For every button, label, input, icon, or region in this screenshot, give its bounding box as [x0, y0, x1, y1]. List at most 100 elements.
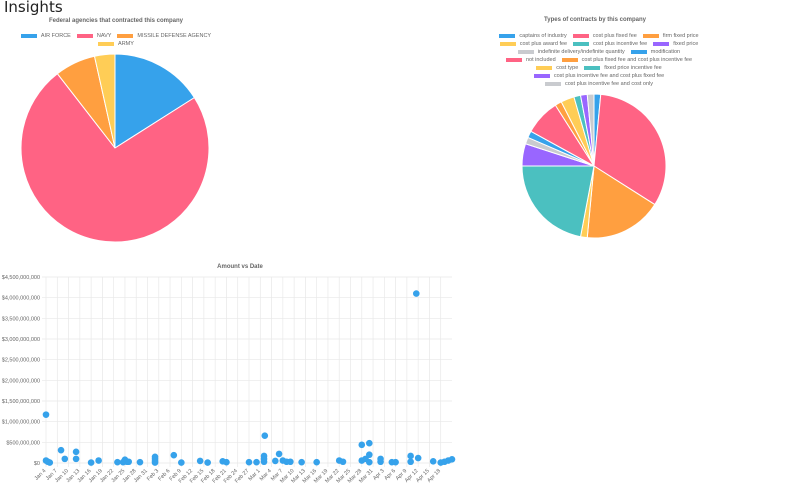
contract-types-legend-item[interactable]: not included — [505, 57, 556, 63]
data-point[interactable] — [261, 432, 269, 440]
data-point[interactable] — [223, 458, 230, 466]
data-point[interactable] — [114, 458, 121, 466]
legend-label: captains of industry — [519, 33, 567, 39]
data-point[interactable] — [407, 452, 414, 460]
data-point[interactable] — [61, 455, 69, 463]
legend-swatch — [572, 34, 589, 38]
data-point[interactable] — [204, 459, 211, 466]
contract-types-legend-item[interactable]: cost plus incentive fee and cost only — [544, 81, 654, 87]
x-tick-label: Apr 3 — [372, 468, 386, 482]
agencies-legend-item[interactable]: MISSILE DEFENSE AGENCY — [117, 33, 211, 39]
contract-types-legend-item[interactable]: cost plus fixed fee — [572, 33, 637, 39]
contract-types-legend-item[interactable]: captains of industry — [499, 33, 567, 39]
data-point[interactable] — [72, 455, 80, 463]
data-point[interactable] — [313, 458, 320, 466]
y-tick-label: $3,000,000,000 — [2, 337, 40, 343]
legend-swatch — [642, 34, 659, 38]
contract-types-pie-chart[interactable] — [521, 93, 668, 240]
legend-label: fixed price — [673, 41, 699, 47]
data-point[interactable] — [365, 458, 373, 466]
data-point[interactable] — [46, 459, 54, 466]
agencies-legend-item[interactable]: ARMY — [98, 41, 134, 47]
y-tick-label: $1,500,000,000 — [2, 399, 40, 405]
contract-types-legend-item[interactable]: indefinite delivery/indefinite quantity — [517, 49, 625, 55]
legend-label: cost plus award fee — [519, 41, 568, 47]
data-point[interactable] — [57, 446, 65, 454]
legend-label: AIR FORCE — [40, 33, 71, 39]
data-point[interactable] — [136, 458, 144, 466]
y-tick-label: $4,500,000,000 — [2, 275, 40, 281]
legend-label: firm fixed price — [662, 33, 699, 39]
data-point[interactable] — [253, 458, 260, 466]
data-point[interactable] — [95, 457, 102, 464]
contract-types-legend-item[interactable]: fixed price incentive fee — [584, 65, 662, 71]
data-point[interactable] — [260, 458, 268, 466]
legend-swatch — [630, 50, 647, 54]
contract-types-legend: captains of industry cost plus fixed fee f… — [488, 32, 710, 88]
contract-types-legend-item[interactable]: firm fixed price — [642, 33, 699, 39]
contract-types-legend-item[interactable]: cost plus incentive fee and cost plus fi… — [533, 73, 664, 79]
legend-swatch — [76, 34, 93, 38]
y-tick-label: $500,000,000 — [6, 440, 40, 446]
pie-slice[interactable] — [114, 53, 196, 149]
contract-types-legend-item[interactable]: cost plus fixed fee and cost plus incent… — [561, 57, 692, 63]
legend-swatch — [499, 34, 516, 38]
data-point[interactable] — [275, 450, 283, 458]
legend-label: cost type — [556, 65, 579, 71]
agencies-legend: AIR FORCE NAVY MISSILE DEFENSE AGENCY ARMY — [16, 32, 216, 48]
contract-types-chart-title: Types of contracts by this company — [544, 17, 646, 23]
amount-date-chart-title: Amount vs Date — [217, 264, 263, 270]
data-point[interactable] — [287, 458, 294, 466]
legend-swatch — [573, 42, 590, 46]
data-point[interactable] — [392, 458, 399, 466]
data-point[interactable] — [72, 448, 80, 456]
agencies-legend-item[interactable]: NAVY — [76, 33, 111, 39]
data-point[interactable] — [377, 458, 384, 466]
data-point[interactable] — [448, 455, 456, 463]
data-point[interactable] — [42, 411, 50, 418]
pie-slice[interactable] — [586, 93, 595, 167]
agencies-legend-item[interactable]: AIR FORCE — [20, 33, 71, 39]
data-point[interactable] — [412, 290, 420, 297]
contract-types-legend-item[interactable]: cost plus award fee — [499, 41, 568, 47]
data-point[interactable] — [272, 457, 279, 465]
legend-swatch — [505, 58, 522, 62]
amount-vs-date-scatter-chart[interactable]: $4,500,000,000 $4,000,000,000 $3,500,000,0… — [0, 270, 470, 490]
data-point[interactable] — [414, 454, 422, 462]
data-point[interactable] — [298, 458, 305, 466]
legend-label: fixed price incentive fee — [604, 65, 662, 71]
data-point[interactable] — [125, 458, 133, 466]
agencies-chart-title: Federal agencies that contracted this co… — [48, 18, 184, 24]
y-tick-label: $0 — [34, 461, 40, 467]
data-point[interactable] — [339, 458, 347, 466]
data-point[interactable] — [151, 459, 159, 466]
legend-swatch — [561, 58, 578, 62]
data-point[interactable] — [178, 459, 185, 466]
data-point[interactable] — [429, 458, 437, 465]
pie-slice[interactable] — [20, 73, 210, 243]
legend-label: cost plus fixed fee — [592, 33, 637, 39]
data-point[interactable] — [365, 451, 373, 459]
data-point[interactable] — [196, 457, 204, 465]
pie-slice[interactable] — [586, 165, 656, 239]
y-tick-label: $2,000,000,000 — [2, 378, 40, 384]
legend-swatch — [536, 66, 553, 70]
data-point[interactable] — [407, 458, 414, 466]
contract-types-legend-item[interactable]: cost type — [536, 65, 578, 71]
data-point[interactable] — [245, 458, 253, 466]
contract-types-legend-item[interactable]: cost plus incentive fee — [573, 41, 647, 47]
y-tick-label: $2,500,000,000 — [2, 358, 40, 364]
legend-label: not included — [525, 57, 556, 63]
contract-types-legend-item[interactable]: modification — [630, 49, 680, 55]
data-point[interactable] — [358, 441, 366, 449]
data-point[interactable] — [365, 439, 373, 447]
pie-slice[interactable] — [521, 165, 595, 238]
data-point[interactable] — [87, 459, 95, 466]
contract-types-legend-item[interactable]: fixed price — [653, 41, 698, 47]
agencies-pie-chart[interactable] — [20, 53, 211, 244]
legend-swatch — [533, 74, 550, 78]
legend-label: cost plus incentive fee and cost only — [564, 81, 654, 87]
pie-slice[interactable] — [93, 53, 116, 149]
legend-swatch — [653, 42, 670, 46]
data-point[interactable] — [170, 451, 178, 459]
